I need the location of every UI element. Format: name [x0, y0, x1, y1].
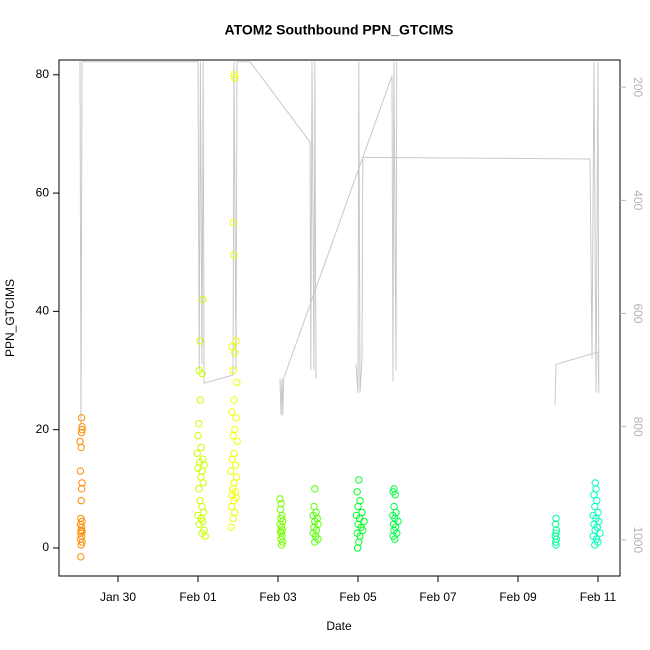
point	[227, 502, 236, 511]
point	[277, 541, 286, 549]
point	[77, 496, 85, 505]
point	[231, 74, 239, 82]
y-axis-label: PPN_GTCIMS	[3, 279, 17, 357]
point	[230, 396, 238, 404]
point	[78, 527, 86, 536]
point	[195, 485, 203, 493]
x-tick-label: Feb 03	[259, 590, 297, 604]
point	[311, 538, 319, 546]
point	[360, 517, 368, 526]
point	[590, 491, 598, 499]
point	[196, 396, 205, 404]
x-axis-label: Date	[326, 619, 352, 633]
y2-tick-label: 400	[631, 190, 645, 210]
chart-title: ATOM2 Southbound PPN_GTCIMS	[225, 22, 454, 38]
point	[355, 538, 363, 546]
point	[354, 502, 362, 511]
point	[197, 443, 205, 452]
point	[195, 420, 203, 428]
point	[229, 218, 237, 227]
point	[201, 532, 209, 540]
point	[194, 431, 202, 440]
x-tick-label: Feb 09	[499, 590, 537, 604]
point	[591, 479, 599, 487]
pressure-line	[79, 61, 600, 427]
point	[230, 479, 238, 487]
point	[228, 408, 236, 416]
point	[231, 508, 239, 517]
x-tick-label: Jan 30	[100, 590, 136, 604]
x-tick-label: Feb 07	[419, 590, 457, 604]
plot-area	[76, 61, 604, 561]
point	[193, 449, 201, 458]
y2-tick-label: 1000	[631, 526, 645, 553]
point	[199, 479, 207, 487]
point	[199, 295, 207, 304]
point	[355, 476, 363, 484]
point	[591, 541, 599, 549]
point	[591, 502, 599, 511]
point	[229, 431, 237, 440]
y2-tick-label: 200	[631, 77, 645, 97]
point	[78, 425, 86, 434]
y2-tick-label: 800	[631, 417, 645, 437]
point	[353, 544, 362, 552]
x-tick-label: Feb 01	[179, 590, 217, 604]
point	[77, 443, 85, 452]
point	[276, 495, 284, 503]
point	[552, 541, 560, 549]
point	[77, 414, 86, 422]
point	[359, 526, 367, 534]
y-tick-label: 40	[36, 304, 50, 318]
y2-tick-label: 600	[631, 303, 645, 323]
y-tick-label: 20	[36, 422, 50, 436]
point	[311, 485, 319, 493]
point	[230, 251, 238, 259]
point	[198, 502, 206, 511]
point	[231, 349, 239, 357]
plot-frame	[58, 59, 621, 577]
point	[227, 523, 235, 531]
point	[551, 538, 560, 546]
point	[231, 425, 239, 434]
point	[195, 520, 203, 529]
point	[77, 485, 86, 493]
point	[232, 414, 240, 422]
point	[391, 491, 399, 499]
point	[229, 514, 237, 523]
point	[198, 369, 206, 378]
point	[77, 553, 85, 561]
point	[233, 437, 241, 446]
point	[596, 529, 604, 537]
point	[230, 71, 238, 79]
point	[196, 337, 204, 345]
point	[228, 343, 236, 351]
point	[77, 428, 86, 437]
point	[77, 541, 85, 549]
y-tick-label: 60	[36, 185, 50, 199]
point	[229, 366, 237, 375]
point	[353, 488, 361, 496]
point	[228, 455, 237, 463]
y-tick-label: 80	[36, 67, 50, 81]
x-tick-label: Feb 05	[339, 590, 377, 604]
y-tick-label: 0	[42, 540, 49, 554]
point	[276, 505, 285, 514]
point	[391, 535, 399, 543]
point	[231, 461, 240, 469]
x-tick-label: Feb 11	[580, 590, 617, 604]
point	[230, 449, 238, 458]
point	[232, 337, 240, 345]
point	[227, 467, 235, 475]
point	[78, 538, 86, 546]
point	[76, 437, 84, 446]
point	[233, 378, 241, 387]
point	[76, 467, 85, 475]
